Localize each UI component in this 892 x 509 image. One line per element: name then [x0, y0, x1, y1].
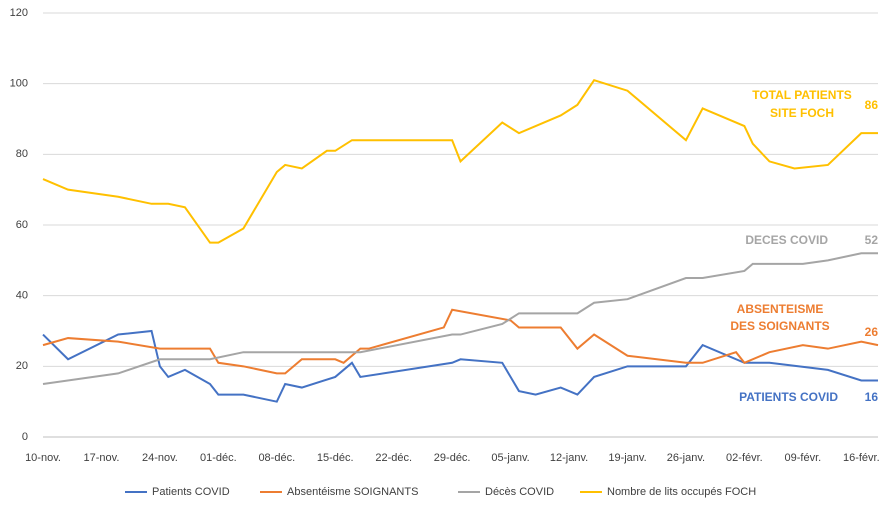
- series-line: [42, 329, 878, 403]
- x-tick-label: 19-janv.: [608, 452, 646, 464]
- x-tick-label: 05-janv.: [491, 452, 529, 464]
- y-tick-label: 80: [16, 148, 28, 160]
- series-line: [42, 78, 878, 244]
- y-tick-label: 40: [16, 290, 28, 302]
- annotation: DECES COVID: [745, 233, 828, 247]
- end-value-label: 86: [865, 98, 879, 112]
- legend-label: Patients COVID: [152, 486, 230, 498]
- x-tick-label: 26-janv.: [667, 452, 705, 464]
- annotation: ABSENTEISME: [737, 302, 824, 316]
- x-tick-label: 09-févr.: [785, 452, 822, 464]
- y-tick-label: 0: [22, 431, 28, 443]
- annotation: DES SOIGNANTS: [730, 319, 829, 333]
- x-tick-label: 16-févr.: [843, 452, 880, 464]
- y-tick-label: 120: [10, 7, 28, 19]
- y-tick-label: 20: [16, 360, 28, 372]
- annotation: SITE FOCH: [770, 106, 834, 120]
- x-tick-label: 10-nov.: [25, 452, 61, 464]
- x-tick-label: 17-nov.: [84, 452, 120, 464]
- x-tick-label: 15-déc.: [317, 452, 354, 464]
- x-tick-label: 01-déc.: [200, 452, 237, 464]
- x-tick-label: 08-déc.: [258, 452, 295, 464]
- legend-label: Décès COVID: [485, 486, 554, 498]
- annotation: PATIENTS COVID: [739, 390, 838, 404]
- y-tick-label: 100: [10, 78, 28, 90]
- x-tick-label: 02-févr.: [726, 452, 763, 464]
- y-tick-label: 60: [16, 219, 28, 231]
- x-tick-label: 22-déc.: [375, 452, 412, 464]
- end-value-label: 52: [865, 233, 879, 247]
- annotation: TOTAL PATIENTS: [752, 88, 852, 102]
- legend-label: Nombre de lits occupés FOCH: [607, 486, 756, 498]
- legend-label: Absentéisme SOIGNANTS: [287, 486, 418, 498]
- end-value-label: 16: [865, 390, 879, 404]
- x-tick-label: 12-janv.: [550, 452, 588, 464]
- x-tick-label: 29-déc.: [434, 452, 471, 464]
- x-tick-label: 24-nov.: [142, 452, 178, 464]
- series-line: [42, 308, 879, 375]
- series-line: [42, 252, 878, 385]
- end-value-label: 26: [865, 325, 879, 339]
